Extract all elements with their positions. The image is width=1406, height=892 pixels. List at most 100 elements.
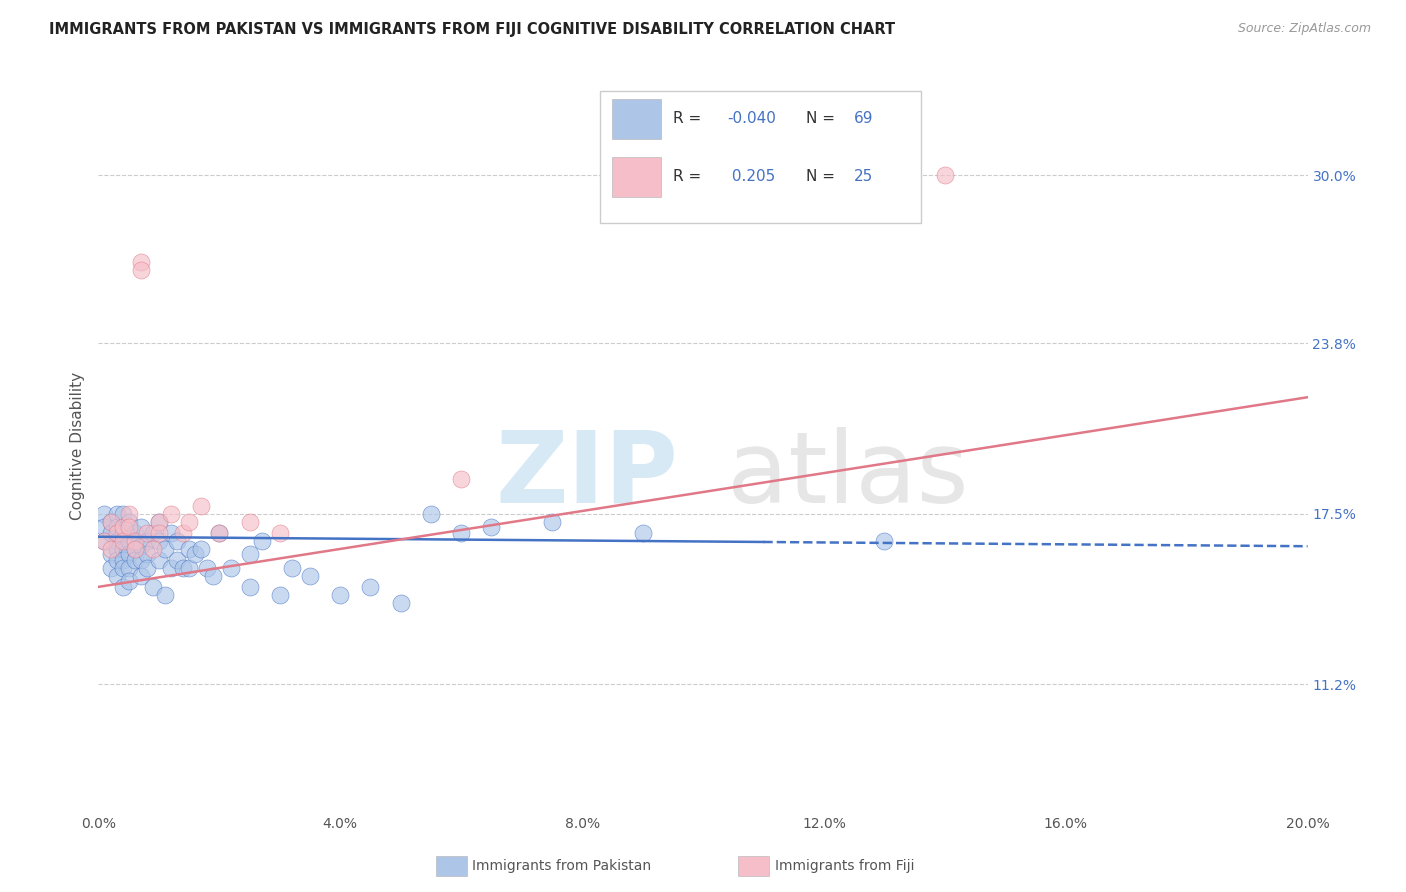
FancyBboxPatch shape	[600, 91, 921, 223]
Point	[142, 525, 165, 540]
Point	[135, 525, 157, 540]
Point	[100, 515, 122, 529]
Point	[100, 547, 122, 561]
Text: 0.205: 0.205	[727, 169, 776, 185]
Text: Source: ZipAtlas.com: Source: ZipAtlas.com	[1237, 22, 1371, 36]
Point	[124, 541, 146, 556]
Point	[269, 525, 291, 540]
Text: ZIP: ZIP	[496, 426, 679, 524]
Point	[239, 515, 262, 529]
Point	[208, 525, 231, 540]
Point	[93, 520, 115, 534]
Point	[129, 539, 152, 553]
Point	[208, 525, 231, 540]
FancyBboxPatch shape	[613, 99, 661, 139]
Point	[299, 569, 322, 583]
Point	[105, 507, 128, 521]
Point	[100, 561, 122, 575]
Text: N =: N =	[806, 111, 839, 126]
Y-axis label: Cognitive Disability: Cognitive Disability	[69, 372, 84, 520]
Point	[329, 588, 352, 602]
Point	[118, 515, 141, 529]
Point	[481, 520, 503, 534]
Point	[873, 533, 896, 548]
Point	[105, 553, 128, 567]
Point	[129, 263, 152, 277]
Point	[450, 525, 472, 540]
Point	[100, 541, 122, 556]
Point	[129, 254, 152, 268]
Point	[148, 525, 170, 540]
Point	[172, 525, 194, 540]
Text: -0.040: -0.040	[727, 111, 776, 126]
Point	[450, 471, 472, 485]
Point	[129, 553, 152, 567]
Point	[111, 533, 134, 548]
Point	[389, 596, 412, 610]
Point	[118, 547, 141, 561]
Point	[142, 580, 165, 594]
Point	[105, 541, 128, 556]
Point	[135, 561, 157, 575]
Text: 25: 25	[855, 169, 873, 185]
Point	[100, 515, 122, 529]
Point	[166, 533, 188, 548]
Point	[360, 580, 382, 594]
Text: R =: R =	[672, 169, 706, 185]
Point	[111, 520, 134, 534]
Point	[118, 574, 141, 589]
Point	[111, 525, 134, 540]
Point	[93, 507, 115, 521]
Text: Immigrants from Pakistan: Immigrants from Pakistan	[472, 859, 651, 873]
Point	[148, 515, 170, 529]
Point	[111, 541, 134, 556]
Point	[124, 541, 146, 556]
Text: Immigrants from Fiji: Immigrants from Fiji	[775, 859, 914, 873]
Point	[202, 569, 225, 583]
Point	[195, 561, 218, 575]
Point	[239, 580, 262, 594]
Point	[142, 541, 165, 556]
Point	[179, 541, 201, 556]
Point	[135, 533, 157, 548]
Text: atlas: atlas	[727, 426, 969, 524]
Text: R =: R =	[672, 111, 706, 126]
Point	[160, 561, 183, 575]
Point	[135, 547, 157, 561]
Text: 69: 69	[855, 111, 873, 126]
Point	[160, 525, 183, 540]
Point	[172, 561, 194, 575]
Point	[250, 533, 273, 548]
Text: IMMIGRANTS FROM PAKISTAN VS IMMIGRANTS FROM FIJI COGNITIVE DISABILITY CORRELATIO: IMMIGRANTS FROM PAKISTAN VS IMMIGRANTS F…	[49, 22, 896, 37]
Point	[118, 507, 141, 521]
Point	[124, 525, 146, 540]
Point	[269, 588, 291, 602]
Point	[631, 525, 654, 540]
Point	[190, 499, 212, 513]
Point	[105, 525, 128, 540]
Point	[160, 507, 183, 521]
Point	[221, 561, 243, 575]
Point	[281, 561, 304, 575]
Point	[111, 561, 134, 575]
FancyBboxPatch shape	[613, 157, 661, 197]
Point	[179, 561, 201, 575]
Point	[420, 507, 443, 521]
Point	[934, 168, 956, 182]
Point	[148, 533, 170, 548]
Text: N =: N =	[806, 169, 839, 185]
Point	[93, 533, 115, 548]
Point	[179, 515, 201, 529]
Point	[118, 533, 141, 548]
Point	[124, 533, 146, 548]
Point	[111, 553, 134, 567]
Point	[124, 553, 146, 567]
Point	[129, 520, 152, 534]
Point	[239, 547, 262, 561]
Point	[153, 541, 176, 556]
Point	[105, 569, 128, 583]
Point	[111, 580, 134, 594]
Point	[105, 520, 128, 534]
Point	[93, 533, 115, 548]
Point	[105, 533, 128, 548]
